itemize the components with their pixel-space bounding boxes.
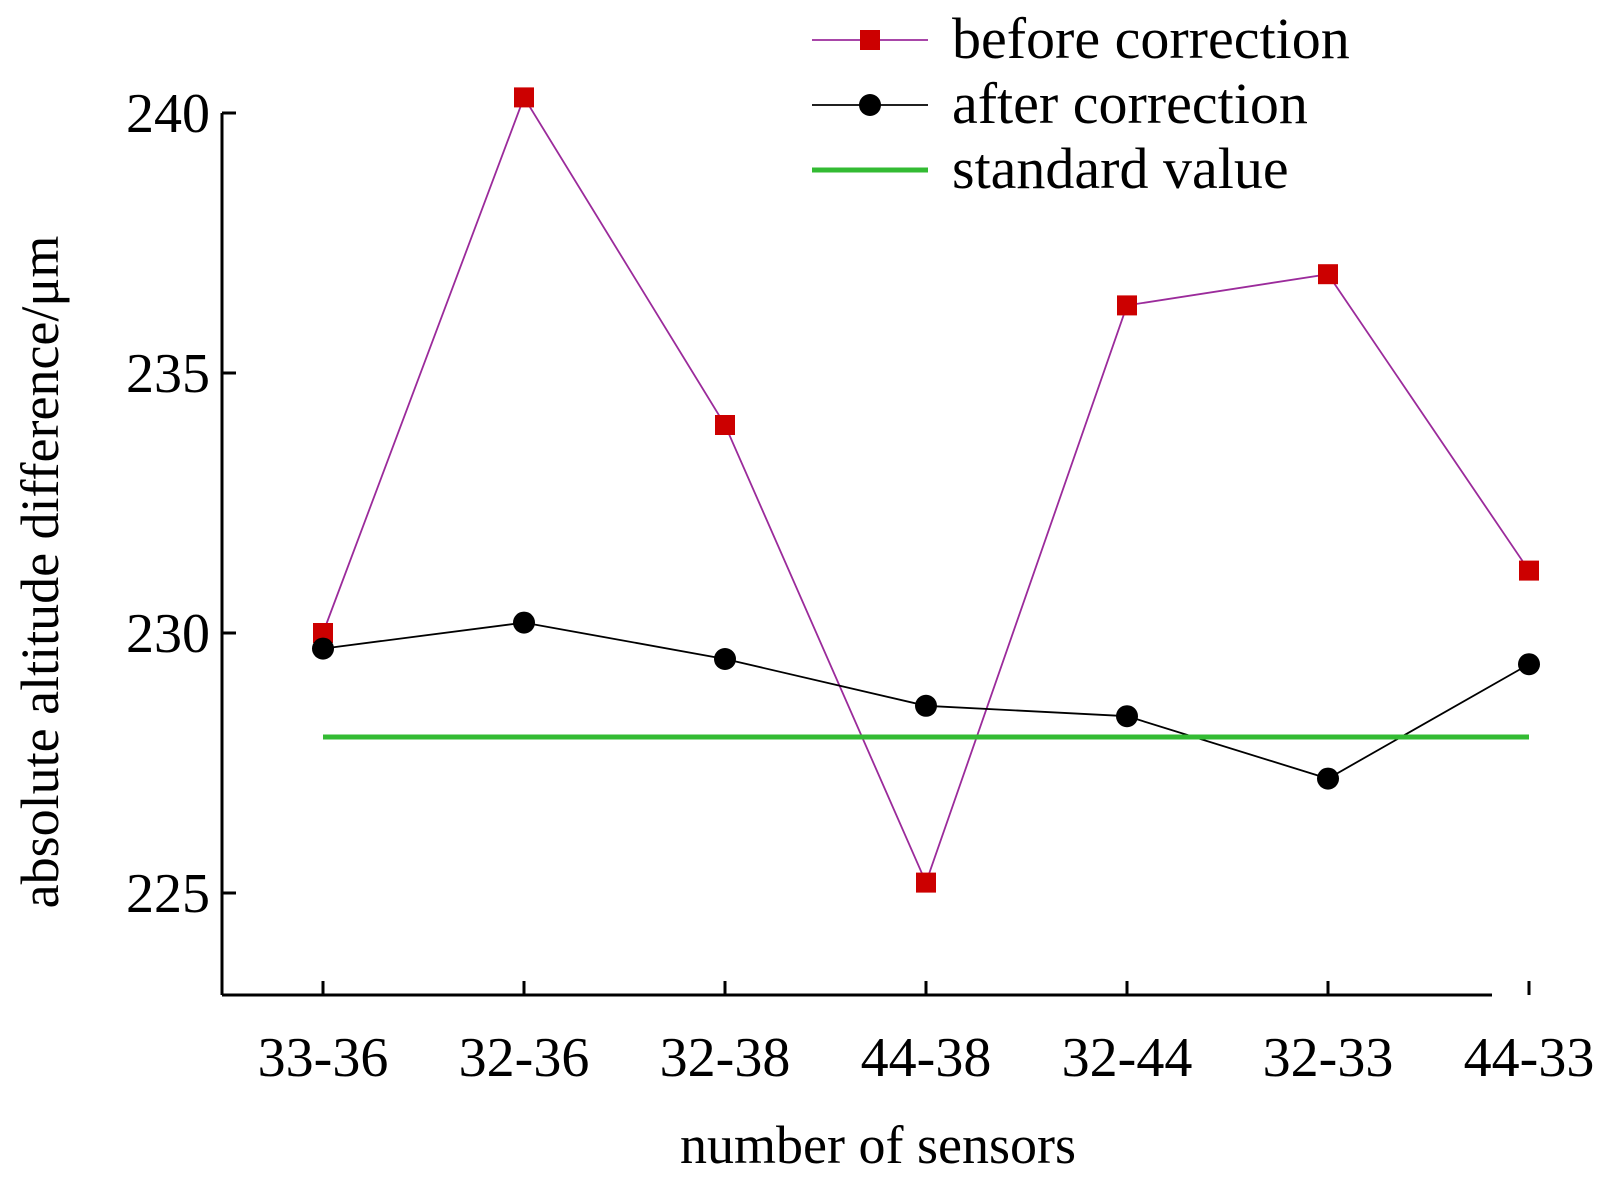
x-tick-label: 32-38: [660, 1027, 791, 1089]
data-point-square: [916, 872, 936, 893]
data-point-square: [1117, 295, 1137, 316]
data-point-circle: [513, 611, 535, 634]
legend-marker-square: [860, 30, 880, 50]
legend-label: before correction: [952, 6, 1350, 71]
legend-label: after correction: [952, 71, 1308, 136]
data-point-circle: [312, 637, 334, 660]
y-tick-label: 235: [126, 343, 210, 405]
data-point-circle: [915, 694, 937, 717]
data-point-square: [1318, 264, 1338, 285]
data-point-square: [313, 623, 333, 643]
x-tick-label: 32-36: [459, 1027, 590, 1089]
y-axis-title: absolute altitude difference/μm: [10, 236, 70, 909]
x-tick-label: 44-33: [1464, 1027, 1595, 1089]
data-point-circle: [1116, 705, 1138, 728]
x-tick-label: 44-38: [861, 1027, 992, 1089]
data-point-circle: [1518, 653, 1540, 676]
data-point-circle: [714, 648, 736, 670]
legend-marker-circle: [859, 94, 881, 116]
y-tick-label: 225: [126, 863, 210, 925]
axes: 225 230 235 240 33-36 32-36 32-38 44-38 32-44 32-…: [126, 83, 1594, 1089]
data-point-square: [715, 415, 735, 435]
data-point-circle: [1317, 767, 1339, 790]
data-point-square: [1519, 560, 1539, 581]
plot-area: [312, 87, 1540, 893]
x-axis-title: number of sensors: [680, 1115, 1076, 1175]
series-line-0: [322, 95, 1530, 886]
x-tick-label: 32-44: [1062, 1027, 1193, 1089]
x-tick-label: 33-36: [258, 1027, 389, 1089]
legend-label: standard value: [952, 136, 1289, 201]
y-tick-label: 230: [126, 603, 210, 665]
x-tick-label: 32-33: [1263, 1027, 1394, 1089]
y-tick-label: 240: [126, 83, 210, 145]
data-point-square: [514, 87, 534, 108]
